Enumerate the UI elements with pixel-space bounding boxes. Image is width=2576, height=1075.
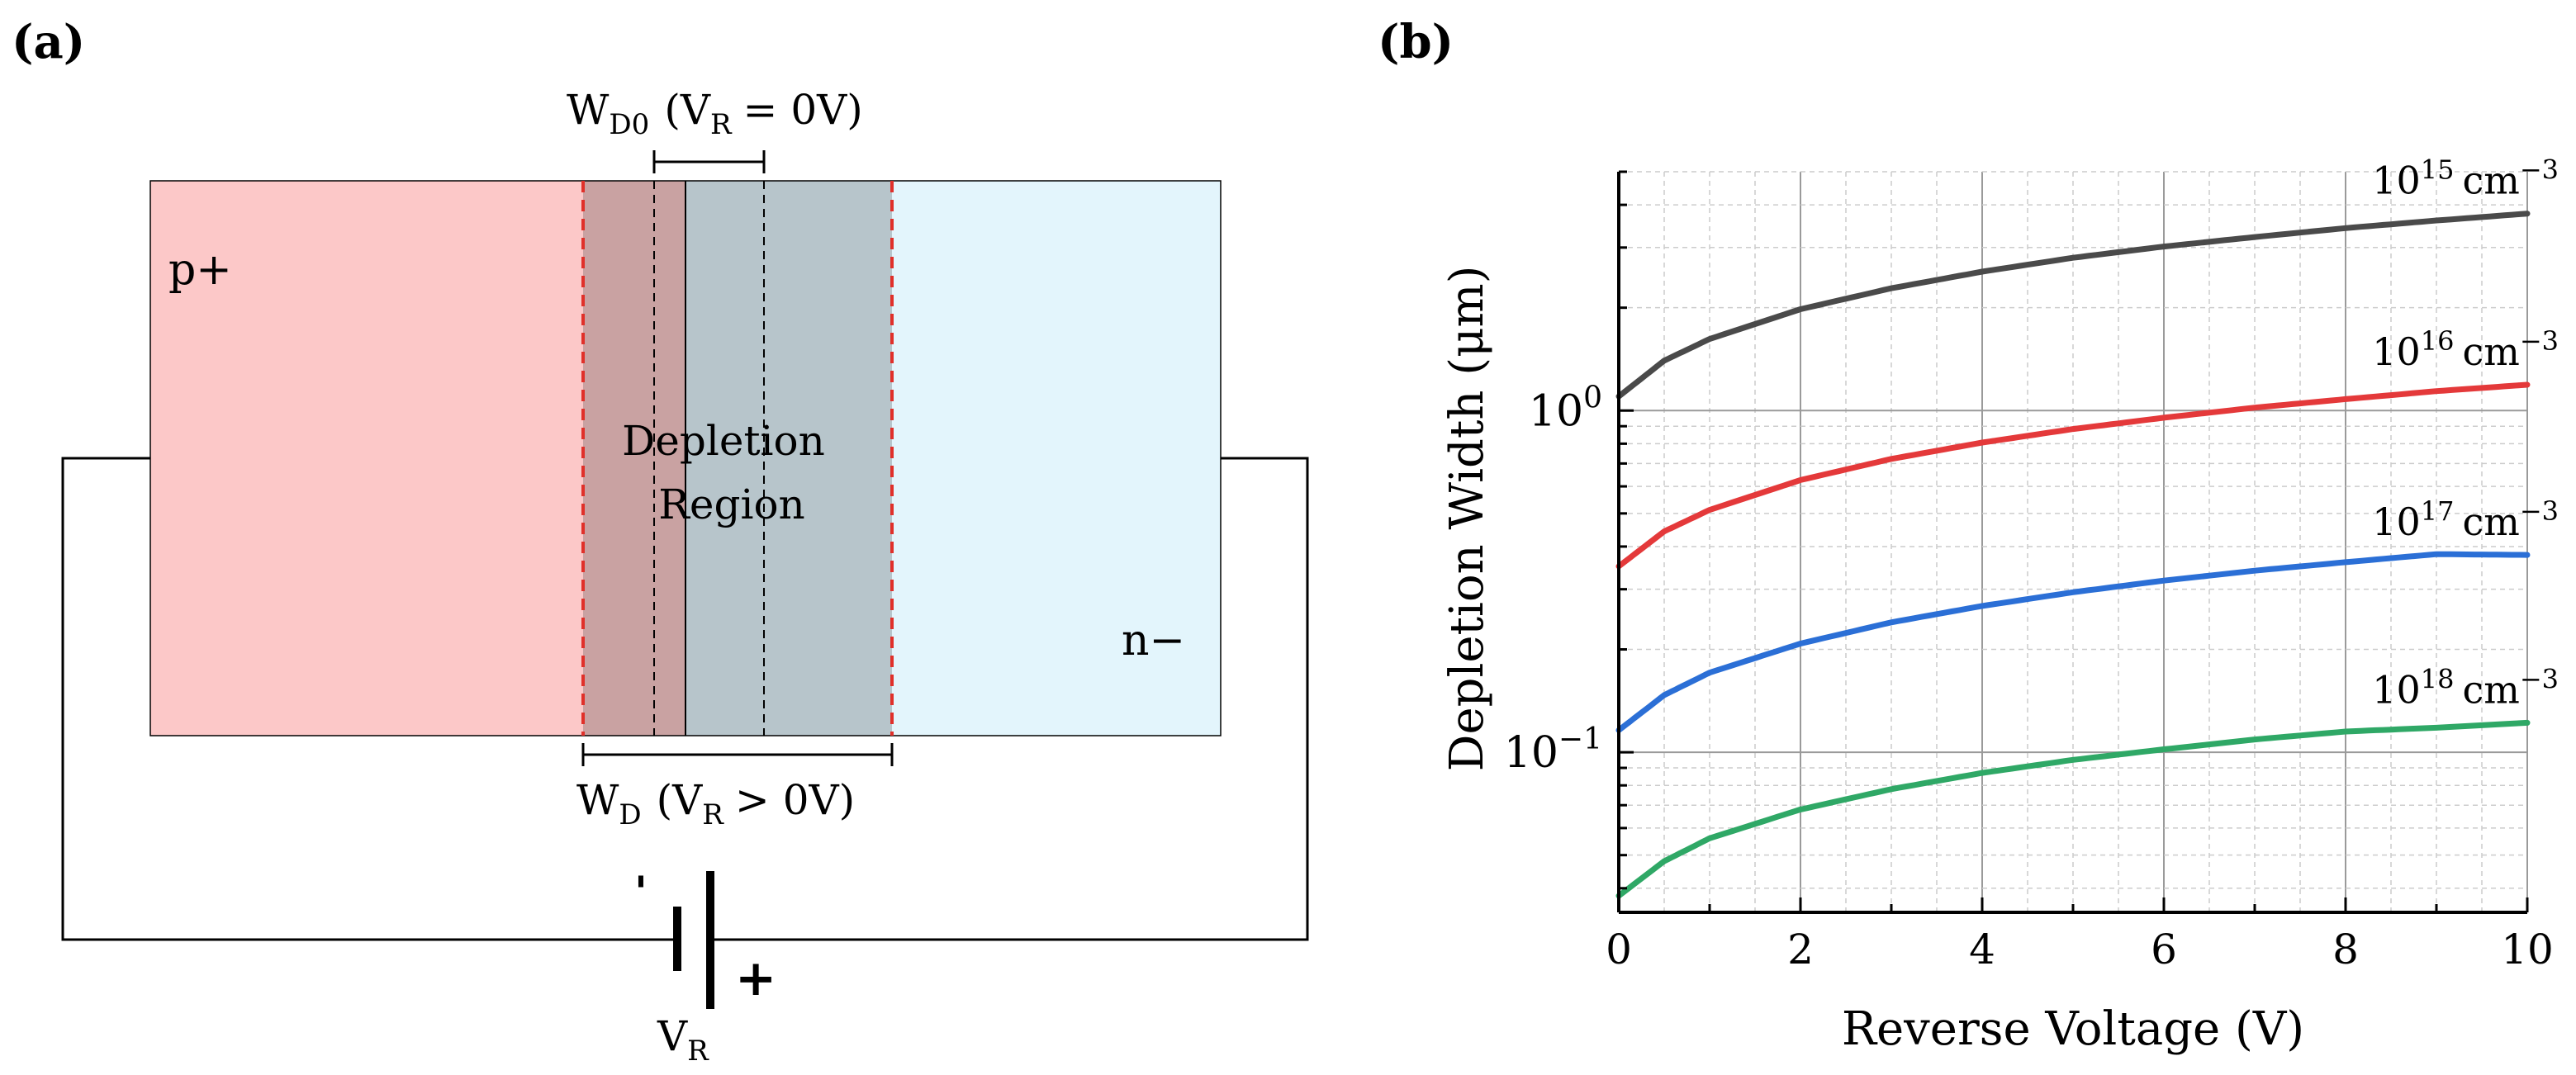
- y-tick-label: 100: [1529, 381, 1602, 436]
- series-label-17: 1017 cm−3: [2372, 495, 2559, 544]
- circuit-wire: [61, 457, 1309, 941]
- series-line-15: [1615, 211, 2531, 400]
- depletion-region-p-side: [583, 181, 686, 736]
- plot-ticks: 0 2 4 6 8 10 100 10−1: [1504, 170, 2554, 973]
- x-tick-label: 0: [1606, 926, 1632, 973]
- x-tick-label: 10: [2501, 926, 2554, 973]
- plot-series: [1615, 211, 2531, 899]
- depletion-label-line1: Depletion: [622, 417, 825, 465]
- depletion-region-n-side: [686, 181, 892, 736]
- x-axis-label: Reverse Voltage (V): [1842, 1002, 2304, 1056]
- p-region: [150, 181, 583, 736]
- x-tick-label: 4: [1969, 926, 1995, 973]
- wd0-bracket: [652, 150, 766, 173]
- series-label-18: 1018 cm−3: [2372, 663, 2559, 712]
- n-region: [892, 181, 1221, 736]
- series-line-17: [1615, 551, 2531, 733]
- wd0-label: WD0 (VR = 0V): [567, 86, 863, 141]
- battery-minus-sign: ': [634, 868, 648, 917]
- n-region-label: n−: [1122, 616, 1185, 665]
- panel-b-label: (b): [1378, 15, 1454, 69]
- x-tick-label: 6: [2151, 926, 2177, 973]
- panel-a-label: (a): [12, 15, 85, 69]
- x-tick-label: 8: [2332, 926, 2359, 973]
- y-tick-label: 10−1: [1504, 722, 1602, 778]
- plot-series-labels: 1015 cm−3 1016 cm−3 1017 cm−3 1018 cm−3: [2372, 154, 2559, 713]
- series-line-16: [1615, 381, 2531, 570]
- series-label-16: 1016 cm−3: [2372, 325, 2559, 374]
- x-tick-label: 2: [1787, 926, 1814, 973]
- plot-grid: [1618, 171, 2528, 912]
- y-axis-label: Depletion Width (μm): [1440, 266, 1494, 772]
- wd-label: WD (VR > 0V): [576, 776, 855, 831]
- series-label-15: 1015 cm−3: [2372, 154, 2559, 203]
- series-line-18: [1615, 719, 2531, 899]
- depletion-label-line2: Region: [658, 481, 805, 528]
- p-region-label: p+: [168, 245, 232, 295]
- vr-label: VR: [657, 1012, 709, 1068]
- battery-plus-sign: +: [735, 950, 776, 1007]
- wd-bracket: [581, 743, 894, 766]
